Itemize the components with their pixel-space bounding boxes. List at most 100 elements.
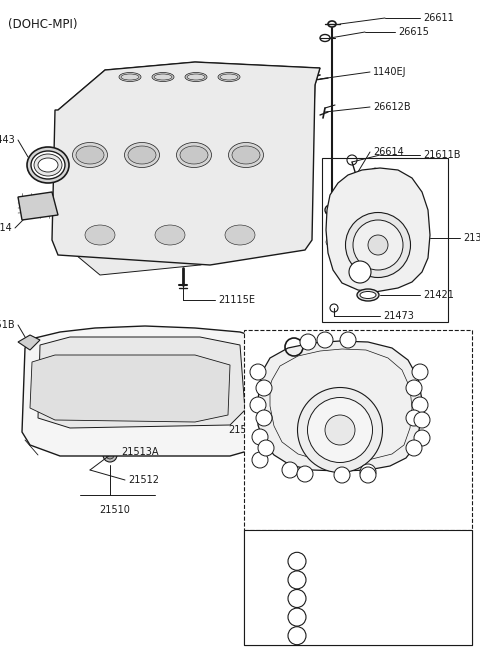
Text: 21512: 21512 [128,475,159,485]
Text: b: b [366,470,371,480]
Circle shape [349,261,371,283]
Text: b: b [339,470,345,480]
Text: a: a [366,468,371,476]
Ellipse shape [357,289,379,301]
Ellipse shape [72,142,108,167]
Circle shape [256,380,272,396]
Circle shape [401,358,408,365]
Text: 26614: 26614 [373,147,404,157]
Text: 1140EJ: 1140EJ [373,67,407,77]
Circle shape [414,430,430,446]
Text: (DOHC-MPI): (DOHC-MPI) [8,18,77,31]
Ellipse shape [34,154,62,176]
Text: 21473: 21473 [383,311,414,321]
Circle shape [359,338,365,346]
Text: a: a [258,455,263,464]
Text: 21350E: 21350E [463,233,480,243]
Circle shape [282,462,298,478]
Text: a: a [288,466,292,474]
Circle shape [406,380,422,396]
Circle shape [360,464,376,480]
Text: b: b [264,443,268,453]
Text: c: c [306,337,310,346]
Text: b: b [411,413,417,422]
Text: a: a [256,367,260,377]
Ellipse shape [346,213,410,277]
Circle shape [322,338,328,346]
Ellipse shape [85,225,115,245]
Polygon shape [326,168,430,292]
Text: 1140ER: 1140ER [392,575,430,585]
Circle shape [106,451,114,459]
Circle shape [103,448,117,462]
Text: a: a [256,401,260,409]
Circle shape [414,412,430,428]
Circle shape [252,452,268,468]
Circle shape [334,467,350,483]
Ellipse shape [31,151,65,179]
Ellipse shape [218,73,240,81]
Circle shape [281,346,288,354]
Circle shape [252,429,268,445]
Text: 26615: 26615 [398,27,429,37]
Circle shape [389,348,396,356]
Circle shape [415,424,421,432]
Text: 21443: 21443 [0,135,15,145]
Circle shape [317,332,333,348]
Ellipse shape [119,73,141,81]
Circle shape [412,397,428,413]
Circle shape [256,410,272,426]
Ellipse shape [38,158,58,172]
Text: 21510: 21510 [99,505,131,515]
Text: 1120NY: 1120NY [392,630,430,641]
Circle shape [408,440,416,447]
Ellipse shape [27,147,69,183]
Text: b: b [411,443,417,453]
Text: 22320: 22320 [396,612,427,622]
Circle shape [258,440,274,456]
Text: 21421: 21421 [423,290,454,300]
Ellipse shape [155,225,185,245]
Circle shape [256,407,264,413]
Circle shape [250,397,266,413]
Text: a: a [258,432,263,441]
Text: b: b [262,384,266,392]
Polygon shape [200,76,315,265]
Text: a: a [420,434,424,443]
Circle shape [301,340,309,348]
Text: PNC: PNC [399,536,423,546]
Polygon shape [38,337,245,428]
Text: c: c [295,594,300,603]
Ellipse shape [228,142,264,167]
Ellipse shape [232,146,260,164]
Text: b: b [411,384,417,392]
Circle shape [259,388,265,396]
Text: b: b [294,575,300,584]
Text: 21414: 21414 [0,223,12,233]
Ellipse shape [360,291,376,298]
Text: A: A [356,267,364,277]
Ellipse shape [152,73,174,81]
Text: a: a [418,367,422,377]
Bar [244,530,472,645]
Circle shape [360,467,376,483]
Circle shape [412,364,428,380]
Ellipse shape [76,146,104,164]
Polygon shape [58,70,200,275]
Circle shape [406,440,422,456]
Text: A: A [290,342,298,352]
Text: d: d [294,613,300,622]
Text: 21513A: 21513A [121,447,158,457]
Ellipse shape [124,142,159,167]
Circle shape [406,410,422,426]
Polygon shape [18,192,58,220]
Text: b: b [262,413,266,422]
Ellipse shape [325,415,355,445]
Circle shape [417,407,423,413]
Text: a: a [418,401,422,409]
Circle shape [374,342,382,348]
Circle shape [340,332,356,348]
Text: 26612B: 26612B [373,102,410,112]
Polygon shape [258,341,422,471]
Bar [244,330,472,530]
